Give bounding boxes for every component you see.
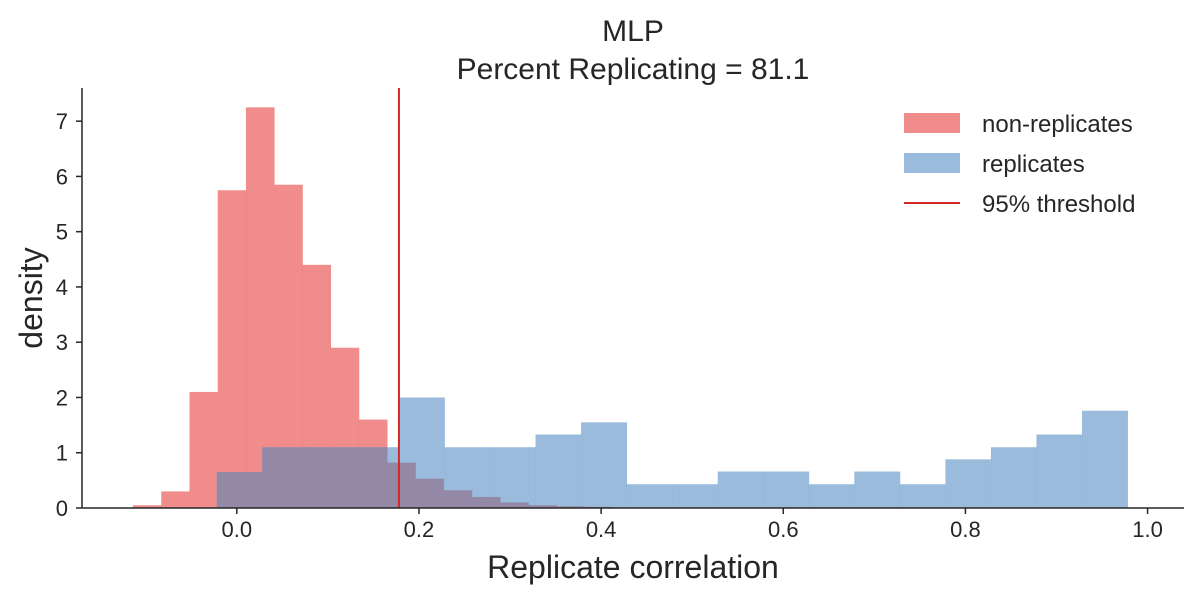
legend-swatch-replicates — [904, 153, 960, 173]
replicates-bar — [945, 459, 992, 508]
y-axis-ticks: 0 1 2 3 4 5 6 7 — [56, 109, 82, 521]
overlap-bar — [302, 447, 309, 508]
x-tick-label: 0.0 — [222, 517, 253, 542]
x-axis-ticks: 0.0 0.2 0.4 0.6 0.8 1.0 — [222, 508, 1163, 542]
replicates-bar — [626, 484, 673, 508]
replicates-bar — [535, 434, 582, 508]
chart-title: MLP Percent Replicating = 81.1 — [457, 15, 810, 86]
overlap-bar — [358, 447, 388, 508]
overlap-bars — [216, 447, 614, 508]
replicates-bar — [990, 447, 1037, 508]
overlap-bar — [443, 490, 445, 508]
overlap-bar — [398, 462, 416, 508]
y-tick-label: 0 — [56, 496, 68, 521]
overlap-bar — [274, 447, 303, 508]
overlap-bar — [217, 472, 247, 508]
x-tick-label: 0.4 — [586, 517, 617, 542]
replicates-bar — [672, 484, 719, 508]
y-axis-title: density — [13, 247, 49, 348]
overlap-bar — [471, 496, 491, 508]
legend-label-threshold: 95% threshold — [982, 191, 1135, 218]
y-tick-label: 3 — [56, 330, 68, 355]
non-replicates-bar — [189, 391, 219, 508]
non-replicates-bar — [161, 491, 190, 508]
replicates-bar — [808, 484, 855, 508]
legend-swatch-non-replicates — [904, 113, 960, 133]
overlap-bar — [528, 505, 536, 508]
axes: 0.0 0.2 0.4 0.6 0.8 1.0 0 1 2 3 4 5 6 7 — [56, 88, 1184, 542]
overlap-bar — [216, 472, 219, 508]
y-tick-label: 2 — [56, 385, 68, 410]
overlap-bar — [307, 447, 332, 508]
x-tick-label: 0.6 — [768, 517, 799, 542]
replicates-bar — [899, 484, 946, 508]
non-replicates-bar — [133, 505, 162, 508]
overlap-bar — [245, 472, 263, 508]
x-axis-title: Replicate correlation — [487, 549, 779, 585]
replicates-bar — [581, 422, 628, 508]
replicates-bar — [1036, 434, 1083, 508]
x-tick-label: 0.8 — [950, 517, 981, 542]
x-tick-label: 1.0 — [1132, 517, 1163, 542]
y-tick-label: 5 — [56, 220, 68, 245]
overlap-bar — [387, 462, 400, 508]
overlap-bar — [415, 478, 444, 508]
replicates-bar — [854, 471, 901, 508]
overlap-bar — [556, 506, 582, 508]
replicates-bar — [763, 471, 810, 508]
overlap-bar — [490, 496, 501, 508]
legend-label-non-replicates: non-replicates — [982, 111, 1133, 138]
plot-area — [133, 88, 1128, 509]
non-replicates-bar — [217, 190, 247, 509]
overlap-bar — [330, 447, 354, 508]
y-tick-label: 4 — [56, 275, 68, 300]
x-tick-label: 0.2 — [404, 517, 435, 542]
legend: non-replicates replicates 95% threshold — [904, 111, 1135, 218]
overlap-bar — [535, 505, 557, 508]
replicates-bar — [1082, 410, 1128, 508]
chart-title-line-1: MLP — [602, 15, 664, 48]
replicates-bar — [717, 471, 764, 508]
overlap-bar — [262, 447, 275, 508]
y-tick-label: 7 — [56, 109, 68, 134]
non-replicates-bar — [245, 107, 275, 508]
overlap-bar — [500, 502, 529, 508]
overlap-bar — [353, 447, 360, 508]
chart-title-line-2: Percent Replicating = 81.1 — [457, 53, 810, 86]
y-tick-label: 1 — [56, 441, 68, 466]
overlap-bar — [444, 490, 473, 508]
y-tick-label: 6 — [56, 164, 68, 189]
overlap-bar — [581, 506, 586, 508]
legend-label-replicates: replicates — [982, 151, 1085, 178]
